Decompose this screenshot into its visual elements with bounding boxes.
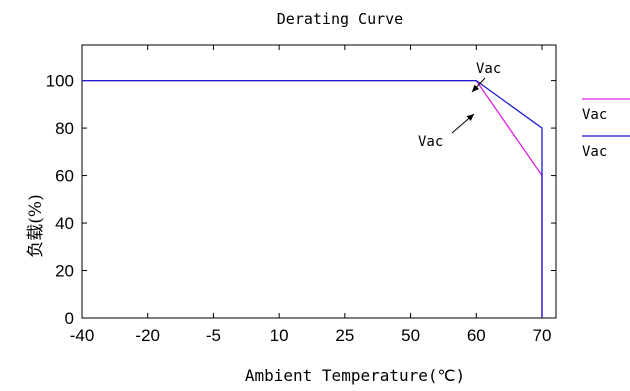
x-tick-label: -5 xyxy=(206,326,221,345)
annotation-label: Vac xyxy=(418,134,443,150)
y-tick-label: 0 xyxy=(65,309,74,328)
chart-title: Derating Curve xyxy=(277,10,403,28)
y-tick-label: 100 xyxy=(46,72,74,91)
x-tick-label: -20 xyxy=(135,326,160,345)
annotation-label: Vac xyxy=(476,61,501,77)
legend: Vac Vac xyxy=(582,98,630,160)
y-axis-label: 负载(%) xyxy=(26,194,46,257)
legend-label-2: Vac xyxy=(582,144,607,160)
plot-area-frame xyxy=(81,44,557,319)
x-tick-label: 50 xyxy=(401,326,420,345)
series-line-1 xyxy=(82,79,543,318)
x-axis-ticks: -40 -20 -5 10 25 50 60 70 xyxy=(70,45,552,345)
x-tick-label: 25 xyxy=(335,326,354,345)
series-line-2 xyxy=(82,79,543,318)
annotation-layer: Vac Vac xyxy=(418,61,501,150)
series-layer xyxy=(82,79,543,318)
legend-label-1: Vac xyxy=(582,107,607,123)
annotation-arrowhead xyxy=(472,84,480,92)
x-tick-label: 60 xyxy=(467,326,486,345)
x-tick-label: 10 xyxy=(270,326,289,345)
y-tick-label: 20 xyxy=(55,262,74,281)
x-tick-label: 70 xyxy=(533,326,552,345)
x-tick-label: -40 xyxy=(70,326,95,345)
y-tick-label: 80 xyxy=(55,119,74,138)
annotation-arrowhead xyxy=(466,114,474,121)
y-tick-label: 40 xyxy=(55,214,74,233)
y-axis-ticks: 0 20 40 60 80 100 xyxy=(46,72,556,328)
x-axis-label: Ambient Temperature(℃) xyxy=(245,366,465,385)
y-tick-label: 60 xyxy=(55,167,74,186)
